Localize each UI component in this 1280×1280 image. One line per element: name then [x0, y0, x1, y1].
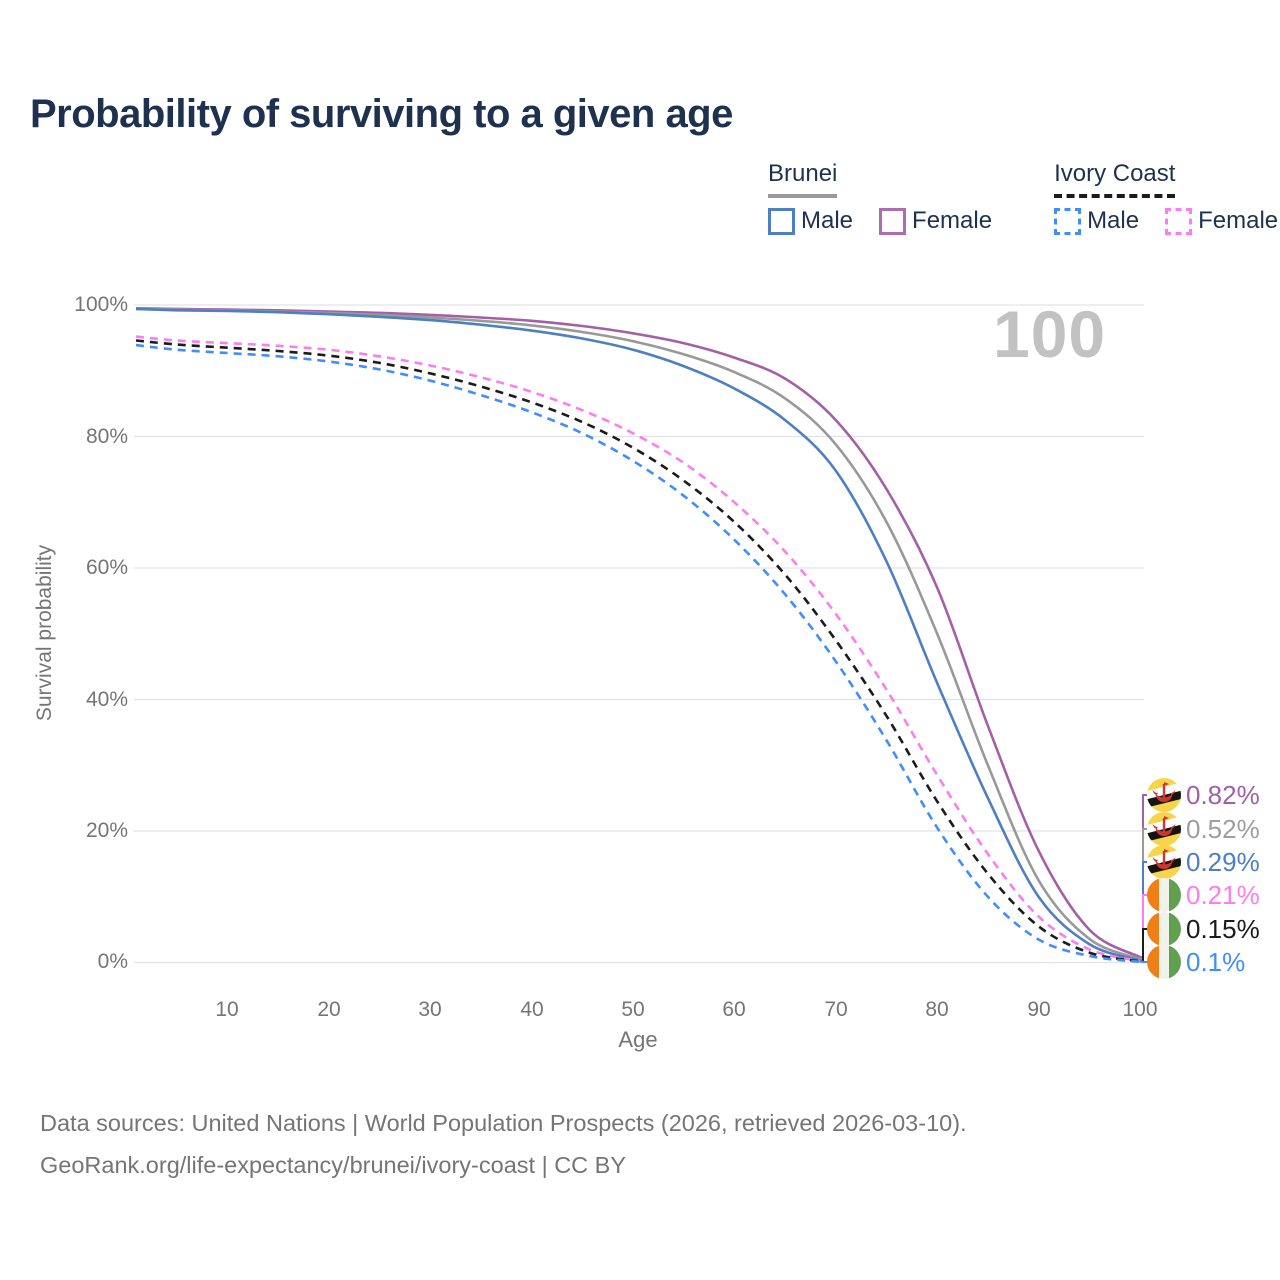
legend-label-ivory-male: Male — [1087, 207, 1140, 234]
end-label-ivory-female: 0.21% — [1146, 877, 1260, 913]
y-tick-40: 40% — [85, 688, 128, 711]
x-tick-80: 80 — [925, 998, 949, 1021]
y-tick-0: 0% — [97, 950, 128, 973]
legend-swatch-ivory-female — [1165, 207, 1193, 235]
end-value: 0.15% — [1186, 913, 1260, 944]
legend-label-brunei-male: Male — [801, 207, 854, 234]
page-title: Probability of surviving to a given age — [30, 92, 733, 136]
ivory-coast-flag-icon — [1147, 912, 1181, 946]
brunei-flag-icon — [1147, 812, 1181, 846]
end-label-brunei-all: 0.52% — [1146, 811, 1260, 847]
x-tick-90: 90 — [1027, 998, 1051, 1021]
end-value: 0.21% — [1186, 879, 1260, 910]
x-tick-70: 70 — [824, 998, 848, 1021]
end-label-brunei-female: 0.82% — [1146, 777, 1260, 813]
legend-swatch-brunei-female — [879, 207, 907, 235]
end-label-connectors — [1140, 794, 1148, 963]
legend-group-ivory-coast: Ivory Coast Male Female — [1054, 160, 1278, 235]
legend-group-brunei: Brunei Male Female — [768, 160, 992, 235]
end-value: 0.82% — [1186, 779, 1260, 810]
x-axis-title: Age — [618, 1027, 658, 1052]
x-tick-10: 10 — [215, 998, 239, 1021]
end-label-brunei-male: 0.29% — [1146, 844, 1260, 880]
y-tick-20: 20% — [85, 819, 128, 842]
end-value: 0.29% — [1186, 846, 1260, 877]
footer: Data sources: United Nations | World Pop… — [40, 1102, 967, 1186]
legend-label-ivory-female: Female — [1198, 207, 1279, 234]
curve-ivory-coast-all — [135, 339, 1141, 963]
gridlines — [134, 304, 1144, 964]
legend-item-brunei-female[interactable]: Female — [879, 207, 992, 235]
y-tick-60: 60% — [85, 556, 128, 579]
ivory-coast-flag-icon — [1147, 878, 1181, 912]
y-tick-100: 100% — [74, 293, 128, 316]
curve-brunei-female — [135, 307, 1141, 959]
x-tick-40: 40 — [520, 998, 544, 1021]
legend-item-ivory-male[interactable]: Male — [1054, 207, 1139, 235]
attribution-line: GeoRank.org/life-expectancy/brunei/ivory… — [40, 1152, 627, 1178]
end-value: 0.1% — [1186, 946, 1246, 977]
legend-item-brunei-male[interactable]: Male — [768, 207, 853, 235]
end-label-ivory-all: 0.15% — [1146, 911, 1260, 947]
legend-group-label-brunei: Brunei — [768, 160, 838, 198]
legend-item-ivory-female[interactable]: Female — [1165, 207, 1278, 235]
curve-ivory-coast-male — [135, 343, 1141, 964]
ivory-coast-flag-icon — [1147, 945, 1181, 979]
x-tick-100: 100 — [1122, 998, 1158, 1021]
brunei-flag-icon — [1147, 778, 1181, 812]
data-sources-line: Data sources: United Nations | World Pop… — [40, 1110, 967, 1136]
x-tick-30: 30 — [418, 998, 442, 1021]
legend-group-label-ivory-coast: Ivory Coast — [1054, 160, 1176, 198]
brunei-flag-icon — [1147, 845, 1181, 879]
end-value: 0.52% — [1186, 813, 1260, 844]
x-tick-50: 50 — [621, 998, 645, 1021]
curve-brunei-all — [135, 307, 1141, 961]
end-label-ivory-male: 0.1% — [1146, 944, 1245, 980]
x-tick-60: 60 — [722, 998, 746, 1021]
curve-ivory-coast-female — [135, 335, 1141, 963]
legend-swatch-ivory-male — [1054, 207, 1082, 235]
watermark-age-100: 100 — [993, 297, 1107, 371]
y-tick-80: 80% — [85, 425, 128, 448]
curve-brunei-male — [135, 307, 1141, 962]
legend-swatch-brunei-male — [768, 207, 795, 235]
legend-label-brunei-female: Female — [912, 207, 993, 234]
x-tick-20: 20 — [317, 998, 341, 1021]
legend: Brunei Male Female Ivory Coast Male — [768, 160, 1278, 235]
